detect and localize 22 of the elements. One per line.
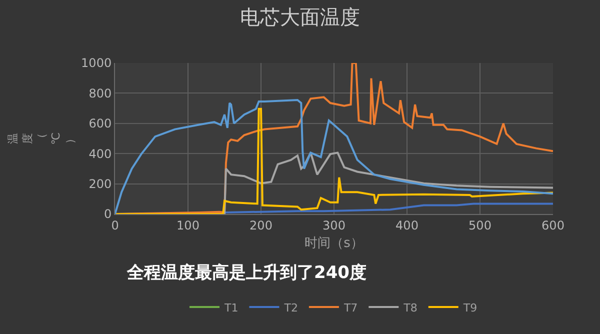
- chart-title: 电芯大面温度: [240, 5, 360, 30]
- legend-label: T9: [462, 301, 478, 314]
- x-tick-label: 500: [468, 218, 492, 232]
- x-tick-label: 400: [396, 218, 418, 232]
- y-tick-label: 800: [88, 86, 112, 100]
- y-tick-label: 0: [104, 207, 112, 222]
- line-series: [115, 63, 553, 214]
- x-tick-label: 100: [176, 218, 200, 232]
- legend-label: T8: [402, 301, 418, 314]
- y-tick-label: 1000: [81, 56, 112, 70]
- y-tick-label: 200: [88, 177, 112, 191]
- legend-label: T1: [224, 301, 238, 314]
- x-tick-label: 600: [542, 218, 564, 232]
- x-axis-title: 时间（s）: [304, 236, 364, 251]
- y-axis-title: 温度（℃）: [6, 132, 77, 145]
- legend-label: T7: [342, 301, 358, 314]
- x-tick-label: 300: [322, 218, 346, 232]
- legend-label: T2: [283, 301, 298, 314]
- y-tick-label: 400: [88, 146, 112, 161]
- text: 全程温度最高是上升到了240度: [126, 263, 366, 283]
- x-tick-label: 200: [250, 218, 272, 232]
- y-tick-label: 600: [88, 116, 112, 131]
